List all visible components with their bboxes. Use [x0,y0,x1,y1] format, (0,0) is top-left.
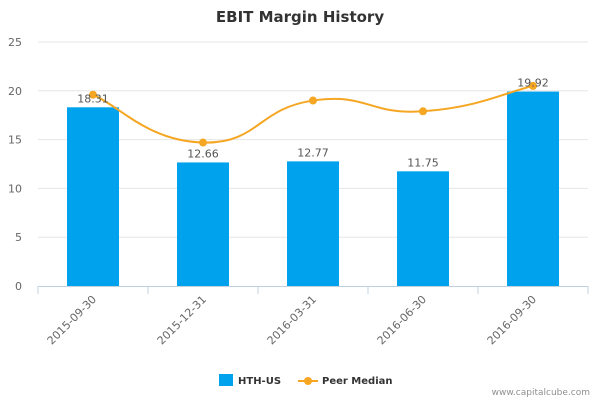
legend-item-hth-us[interactable]: HTH-US [219,374,281,387]
x-tick-label: 2016-03-31 [265,293,319,347]
y-tick-label: 15 [8,134,22,147]
bar[interactable] [287,161,339,286]
peer-median-line [92,84,534,144]
peer-median-point[interactable] [419,107,427,116]
y-axis: 0 5 10 15 20 25 [8,36,22,293]
peer-median-point[interactable] [309,96,317,105]
peer-median-point[interactable] [89,90,97,99]
legend[interactable]: HTH-US Peer Median [219,374,393,387]
gridlines [38,41,588,238]
y-tick-label: 5 [15,231,22,244]
legend-label-peer-median: Peer Median [322,376,393,387]
credit-text: www.capitalcube.com [492,388,590,398]
legend-marker-peer-median [304,377,312,385]
x-tick-label: 2016-06-30 [375,293,429,347]
x-axis: 2015-09-30 2015-12-31 2016-03-31 2016-06-30… [37,286,589,347]
bar[interactable] [507,91,559,286]
peer-median-point[interactable] [529,81,537,90]
bar-value-label: 12.66 [187,147,219,160]
bar[interactable] [397,171,449,286]
x-tick-label: 2015-09-30 [45,293,99,347]
bar-value-label: 18.31 [77,92,109,105]
bar[interactable] [177,162,229,286]
bar-value-label: 12.77 [297,146,329,159]
y-tick-label: 10 [8,182,22,195]
legend-label-hth-us: HTH-US [238,376,281,387]
bar-series [67,91,559,286]
bar[interactable] [67,107,119,286]
y-tick-label: 25 [8,36,22,49]
data-labels: 18.31 12.66 12.77 11.75 19.92 [77,77,549,170]
x-tick-label: 2016-09-30 [485,293,539,347]
chart-title: EBIT Margin History [216,8,384,26]
peer-median-series [89,81,537,147]
x-tick-label: 2015-12-31 [155,293,209,347]
bar-value-label: 11.75 [407,156,439,169]
peer-median-point[interactable] [199,138,207,147]
y-tick-label: 0 [15,280,22,293]
bar-value-label: 19.92 [517,77,549,90]
legend-swatch-hth-us [219,374,233,386]
y-tick-label: 20 [8,85,22,98]
legend-item-peer-median[interactable]: Peer Median [298,376,393,387]
